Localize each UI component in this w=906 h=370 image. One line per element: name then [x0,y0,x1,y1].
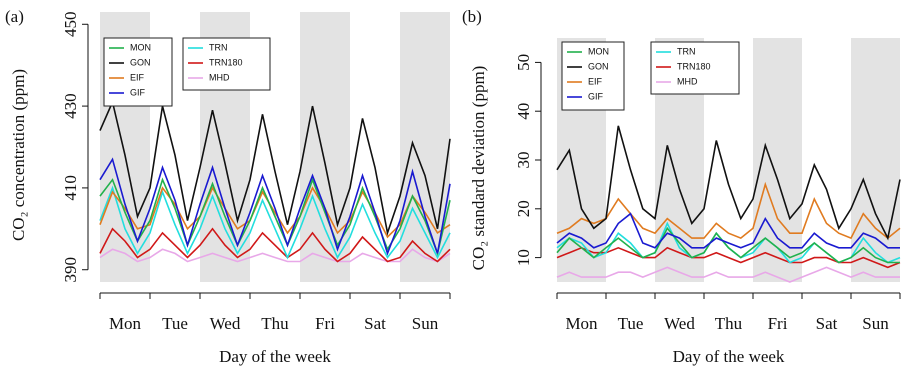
x-tick-label: Wed [210,314,241,333]
day-shade [400,12,450,282]
x-tick-label: Sat [364,314,386,333]
series-line [556,212,900,249]
legend-label: TRN [209,42,228,52]
legend-label: GON [588,61,609,71]
x-tick-label: Tue [162,314,188,333]
series-line [99,185,451,260]
y-tick-label: 20 [514,200,533,217]
y-tick-label: 430 [61,93,80,119]
y-axis-label: CO₂ concentration (ppm) [9,69,28,241]
day-shade [753,38,802,282]
series-line [556,125,901,241]
legend-label: MON [130,42,151,52]
y-axis-label: CO₂ standard deviation (ppm) [469,66,488,271]
legend-box [182,37,271,91]
series-line [556,226,900,264]
legend-label: GON [130,57,151,67]
y-tick-label: 10 [514,249,533,266]
legend-box [561,41,625,111]
x-tick-label: Mon [565,314,598,333]
legend-label: TRN [677,46,696,56]
x-tick-label: Fri [768,314,788,333]
x-axis-label: Day of the week [673,347,785,366]
series-line [99,99,451,237]
x-tick-label: Sat [816,314,838,333]
y-tick-label: 40 [514,103,533,120]
series-line [556,246,901,269]
legend-label: EIF [130,72,145,82]
y-tick-label: 30 [514,152,533,169]
legend-label: MHD [677,76,698,86]
x-tick-label: Sun [412,314,439,333]
y-tick-label: 50 [514,54,533,71]
panel-label: (a) [5,7,24,26]
legend-box [650,41,740,95]
x-tick-label: Fri [315,314,335,333]
series-line [556,266,900,283]
x-tick-label: Mon [109,314,142,333]
legend-label: TRN180 [677,61,711,71]
series-line [99,227,451,263]
legend-label: EIF [588,76,603,86]
day-shade [851,38,900,282]
x-tick-label: Tue [618,314,644,333]
day-shade [300,12,350,282]
panel-label: (b) [462,7,482,26]
series-line [99,186,451,239]
series-line [556,181,901,240]
y-tick-label: 390 [61,257,80,283]
x-tick-label: Thu [715,314,743,333]
legend-label: MON [588,46,609,56]
legend-label: GIF [130,87,146,97]
y-tick-label: 410 [61,175,80,201]
legend-box [103,37,173,107]
x-tick-label: Sun [862,314,889,333]
x-tick-label: Wed [664,314,695,333]
series-line [99,248,451,263]
x-tick-label: Thu [261,314,289,333]
series-line [99,157,451,256]
y-tick-label: 450 [61,12,80,38]
x-axis-label: Day of the week [219,347,331,366]
legend-label: GIF [588,91,604,101]
legend-label: TRN180 [209,57,243,67]
legend-label: MHD [209,72,230,82]
